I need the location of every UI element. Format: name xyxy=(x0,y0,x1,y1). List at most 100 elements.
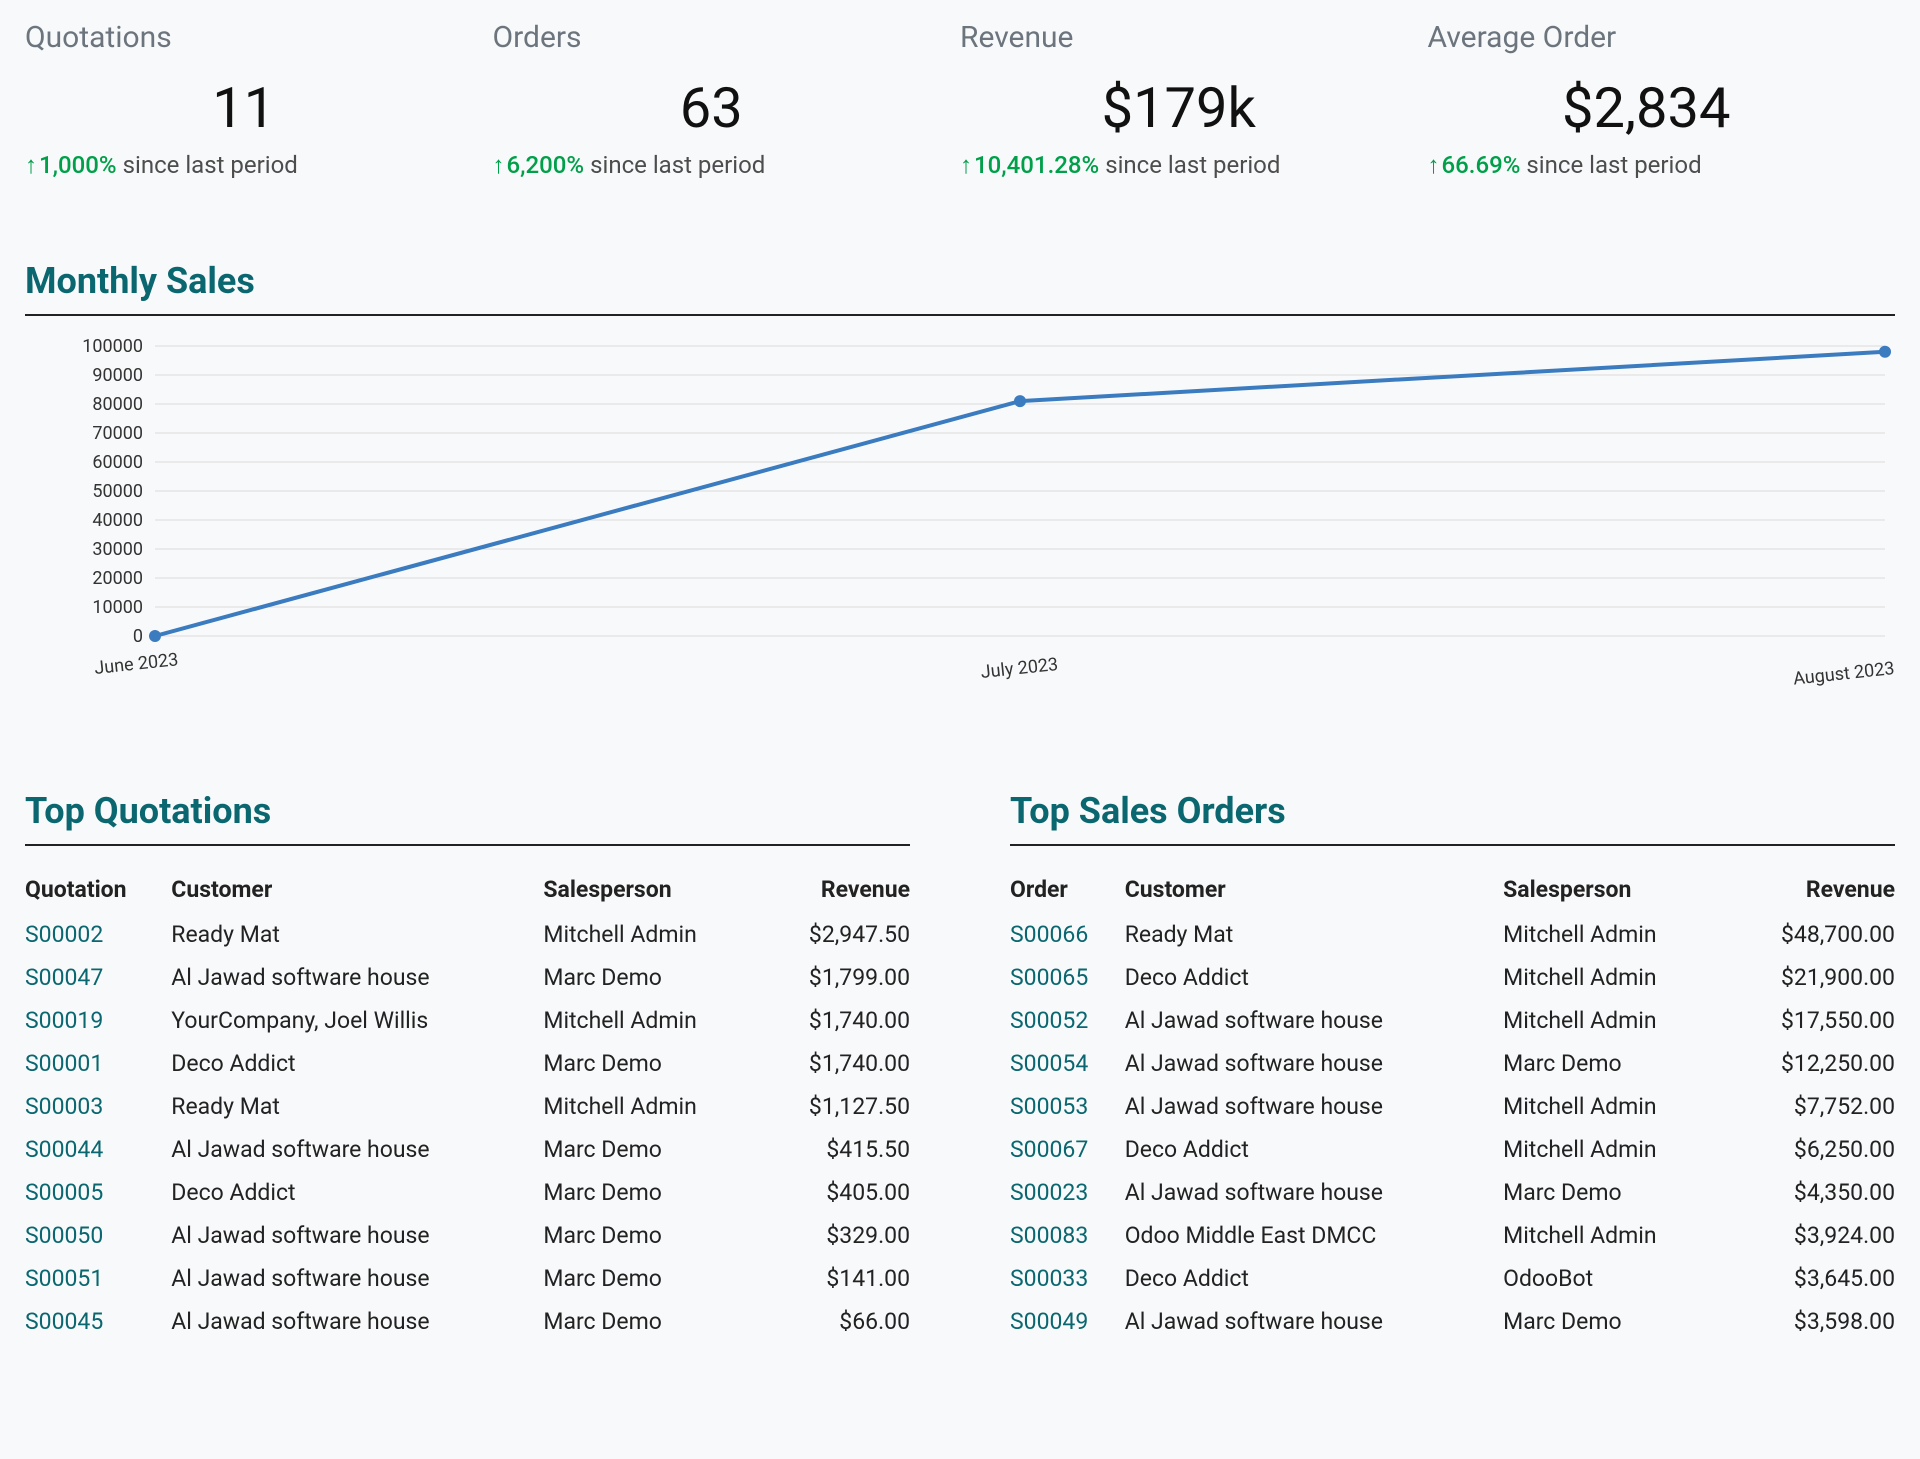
svg-text:10000: 10000 xyxy=(92,597,143,618)
table-row[interactable]: S00054Al Jawad software houseMarc Demo$1… xyxy=(1010,1042,1895,1085)
cell-revenue: $3,924.00 xyxy=(1728,1214,1895,1257)
cell: Marc Demo xyxy=(543,1300,764,1343)
kpi-orders[interactable]: Orders 63 ↑6,200%since last period xyxy=(493,20,961,180)
record-link[interactable]: S00001 xyxy=(25,1042,171,1085)
kpi-label: Orders xyxy=(493,20,931,55)
top-quotations-section: Top Quotations Quotation Customer Salesp… xyxy=(25,790,910,1343)
record-link[interactable]: S00003 xyxy=(25,1085,171,1128)
table-row[interactable]: S00023Al Jawad software houseMarc Demo$4… xyxy=(1010,1171,1895,1214)
table-row[interactable]: S00001Deco AddictMarc Demo$1,740.00 xyxy=(25,1042,910,1085)
cell-revenue: $66.00 xyxy=(764,1300,910,1343)
table-row[interactable]: S00066Ready MatMitchell Admin$48,700.00 xyxy=(1010,913,1895,956)
kpi-change: ↑66.69%since last period xyxy=(1428,151,1866,180)
kpi-revenue[interactable]: Revenue $179k ↑10,401.28%since last peri… xyxy=(960,20,1428,180)
cell-revenue: $4,350.00 xyxy=(1728,1171,1895,1214)
svg-text:60000: 60000 xyxy=(92,452,143,473)
kpi-since: since last period xyxy=(590,151,765,179)
record-link[interactable]: S00067 xyxy=(1010,1128,1125,1171)
col-salesperson: Salesperson xyxy=(1503,866,1728,913)
cell: Al Jawad software house xyxy=(1125,999,1503,1042)
cell-revenue: $3,645.00 xyxy=(1728,1257,1895,1300)
svg-text:80000: 80000 xyxy=(92,394,143,415)
arrow-up-icon: ↑ xyxy=(493,151,505,179)
kpi-value: $2,834 xyxy=(1428,75,1866,141)
svg-text:70000: 70000 xyxy=(92,423,143,444)
table-row[interactable]: S00067Deco AddictMitchell Admin$6,250.00 xyxy=(1010,1128,1895,1171)
record-link[interactable]: S00051 xyxy=(25,1257,171,1300)
table-row[interactable]: S00052Al Jawad software houseMitchell Ad… xyxy=(1010,999,1895,1042)
record-link[interactable]: S00053 xyxy=(1010,1085,1125,1128)
cell: Ready Mat xyxy=(171,913,543,956)
record-link[interactable]: S00052 xyxy=(1010,999,1125,1042)
cell: Marc Demo xyxy=(1503,1171,1728,1214)
cell: Deco Addict xyxy=(171,1171,543,1214)
record-link[interactable]: S00065 xyxy=(1010,956,1125,999)
cell: Marc Demo xyxy=(543,1171,764,1214)
table-row[interactable]: S00033Deco AddictOdooBot$3,645.00 xyxy=(1010,1257,1895,1300)
kpi-value: 11 xyxy=(25,75,463,141)
svg-text:40000: 40000 xyxy=(92,510,143,531)
record-link[interactable]: S00005 xyxy=(25,1171,171,1214)
table-row[interactable]: S00065Deco AddictMitchell Admin$21,900.0… xyxy=(1010,956,1895,999)
table-row[interactable]: S00053Al Jawad software houseMitchell Ad… xyxy=(1010,1085,1895,1128)
record-link[interactable]: S00044 xyxy=(25,1128,171,1171)
section-rule xyxy=(25,314,1895,316)
kpi-average-order[interactable]: Average Order $2,834 ↑66.69%since last p… xyxy=(1428,20,1896,180)
cell: Deco Addict xyxy=(1125,956,1503,999)
kpi-pct: 66.69% xyxy=(1442,151,1521,179)
cell: Marc Demo xyxy=(1503,1300,1728,1343)
cell-revenue: $3,598.00 xyxy=(1728,1300,1895,1343)
table-row[interactable]: S00044Al Jawad software houseMarc Demo$4… xyxy=(25,1128,910,1171)
record-link[interactable]: S00050 xyxy=(25,1214,171,1257)
table-row[interactable]: S00019YourCompany, Joel WillisMitchell A… xyxy=(25,999,910,1042)
kpi-row: Quotations 11 ↑1,000%since last period O… xyxy=(25,20,1895,180)
record-link[interactable]: S00002 xyxy=(25,913,171,956)
table-row[interactable]: S00003Ready MatMitchell Admin$1,127.50 xyxy=(25,1085,910,1128)
cell: Al Jawad software house xyxy=(1125,1085,1503,1128)
cell-revenue: $21,900.00 xyxy=(1728,956,1895,999)
table-row[interactable]: S00002Ready MatMitchell Admin$2,947.50 xyxy=(25,913,910,956)
record-link[interactable]: S00045 xyxy=(25,1300,171,1343)
monthly-sales-chart[interactable]: 0100002000030000400005000060000700008000… xyxy=(25,336,1895,720)
record-link[interactable]: S00054 xyxy=(1010,1042,1125,1085)
svg-text:90000: 90000 xyxy=(92,365,143,386)
cell: Mitchell Admin xyxy=(1503,999,1728,1042)
cell: Odoo Middle East DMCC xyxy=(1125,1214,1503,1257)
table-row[interactable]: S00083Odoo Middle East DMCCMitchell Admi… xyxy=(1010,1214,1895,1257)
kpi-quotations[interactable]: Quotations 11 ↑1,000%since last period xyxy=(25,20,493,180)
table-row[interactable]: S00045Al Jawad software houseMarc Demo$6… xyxy=(25,1300,910,1343)
cell-revenue: $329.00 xyxy=(764,1214,910,1257)
kpi-value: $179k xyxy=(960,75,1398,141)
record-link[interactable]: S00049 xyxy=(1010,1300,1125,1343)
cell: Mitchell Admin xyxy=(543,1085,764,1128)
arrow-up-icon: ↑ xyxy=(1428,151,1440,179)
section-title: Top Sales Orders xyxy=(1010,790,1895,832)
cell: Deco Addict xyxy=(1125,1128,1503,1171)
cell: Deco Addict xyxy=(1125,1257,1503,1300)
cell: Marc Demo xyxy=(543,1257,764,1300)
table-row[interactable]: S00049Al Jawad software houseMarc Demo$3… xyxy=(1010,1300,1895,1343)
table-row[interactable]: S00005Deco AddictMarc Demo$405.00 xyxy=(25,1171,910,1214)
table-row[interactable]: S00051Al Jawad software houseMarc Demo$1… xyxy=(25,1257,910,1300)
svg-text:0: 0 xyxy=(133,626,143,647)
arrow-up-icon: ↑ xyxy=(960,151,972,179)
cell: Marc Demo xyxy=(543,1042,764,1085)
kpi-label: Revenue xyxy=(960,20,1398,55)
record-link[interactable]: S00019 xyxy=(25,999,171,1042)
table-row[interactable]: S00047Al Jawad software houseMarc Demo$1… xyxy=(25,956,910,999)
cell: Mitchell Admin xyxy=(543,999,764,1042)
record-link[interactable]: S00083 xyxy=(1010,1214,1125,1257)
record-link[interactable]: S00023 xyxy=(1010,1171,1125,1214)
section-title: Monthly Sales xyxy=(25,260,1895,302)
svg-text:June 2023: June 2023 xyxy=(93,649,179,679)
line-chart-svg: 0100002000030000400005000060000700008000… xyxy=(25,336,1895,716)
cell-revenue: $12,250.00 xyxy=(1728,1042,1895,1085)
record-link[interactable]: S00033 xyxy=(1010,1257,1125,1300)
table-row[interactable]: S00050Al Jawad software houseMarc Demo$3… xyxy=(25,1214,910,1257)
record-link[interactable]: S00047 xyxy=(25,956,171,999)
col-quotation: Quotation xyxy=(25,866,171,913)
kpi-change: ↑10,401.28%since last period xyxy=(960,151,1398,180)
cell: Al Jawad software house xyxy=(171,956,543,999)
svg-text:100000: 100000 xyxy=(82,336,143,357)
record-link[interactable]: S00066 xyxy=(1010,913,1125,956)
